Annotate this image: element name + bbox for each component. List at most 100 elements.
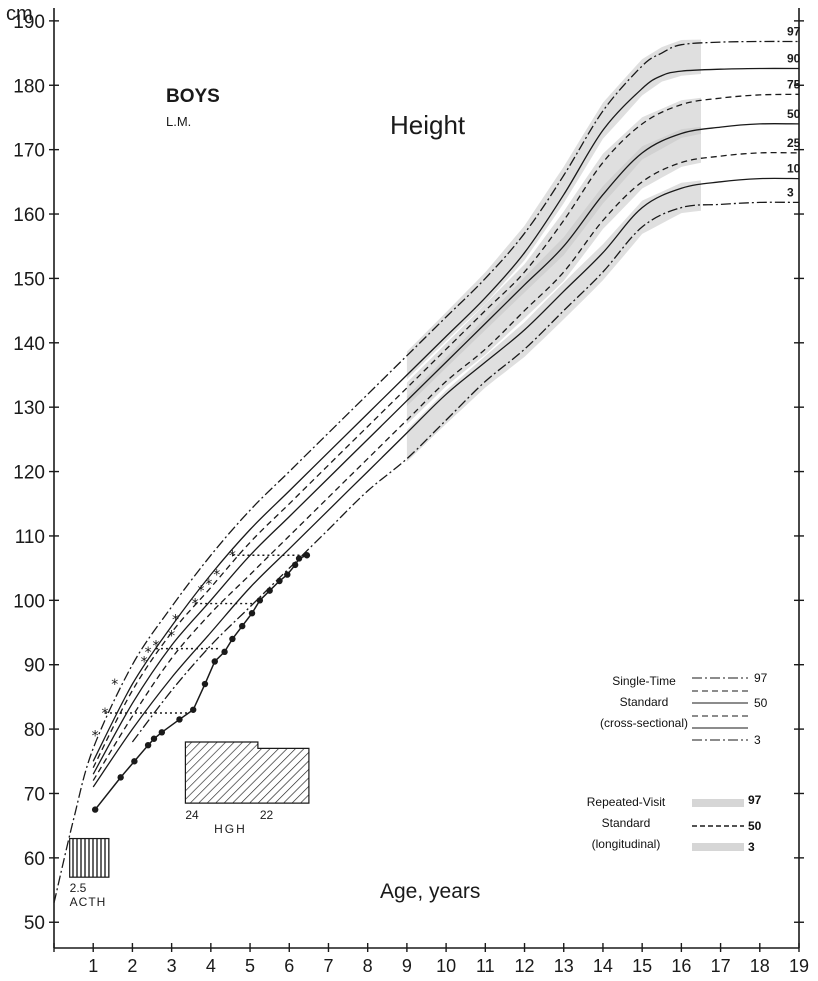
legend-repeated-label: 3 [748,840,755,854]
height-point [131,758,138,765]
height-point [189,706,197,713]
legend-repeated-label: 97 [748,793,762,807]
acth-block [69,837,110,878]
x-tick-label: 14 [593,956,613,976]
y-axis-unit: cm [6,3,33,25]
centile-label-90: 90 [787,52,801,66]
centile-curve-10 [92,177,800,788]
x-tick-label: 3 [167,956,177,976]
legend-repeated-title: Standard [602,816,651,830]
x-tick-label: 18 [750,956,770,976]
x-tick-label: 12 [515,956,535,976]
hgh-dose-start: 24 [185,808,199,822]
chart-subtitle: BOYS [166,86,220,107]
height-point [221,648,228,656]
y-tick-label: 90 [24,656,45,677]
y-tick-label: 110 [15,527,45,548]
centile-curve-97 [53,40,800,904]
x-tick-label: 1 [88,956,98,976]
y-tick-label: 60 [24,849,45,870]
centile-curve-25 [92,151,800,781]
height-point [211,658,218,665]
data-points: ***** ***** *** [91,548,311,813]
bone-age-point: * [192,597,199,613]
axes: 5060708090100110120130140150160170180190… [13,8,809,976]
bone-age-point: * [229,548,236,564]
bone-age-point: * [152,638,159,654]
acth-label: ACTH [70,895,107,909]
patient-label: L.M. [166,114,192,129]
legend-repeated-label: 50 [748,819,762,833]
bone-age-point: * [141,654,148,670]
x-tick-label: 19 [789,956,809,976]
x-tick-label: 10 [436,956,456,976]
legend-single-title: Standard [620,695,669,709]
x-tick-label: 7 [323,956,333,976]
y-tick-label: 70 [24,784,45,805]
bone-age-point: * [172,613,179,629]
height-point [284,571,291,578]
height-point [256,597,264,604]
height-point [276,577,283,585]
bone-age-point: * [111,677,118,693]
chart-title: Height [390,110,466,140]
hgh-dose-end: 22 [260,808,274,822]
bone-age-point: * [92,729,99,745]
height-point [248,610,256,617]
centile-label-25: 25 [787,136,801,150]
y-tick-label: 190 [13,12,45,33]
legend-repeated-title: Repeated-Visit [587,795,666,809]
legend-repeated-band [692,799,744,807]
centile-curves: 97 90 75 50 25 10 3 [53,24,801,904]
x-axis-label: Age, years [380,880,481,903]
x-tick-label: 13 [554,956,574,976]
centile-curve-3 [131,201,800,743]
height-point [176,716,183,723]
height-point [303,552,311,559]
y-tick-label: 80 [24,720,45,741]
height-point [295,555,303,562]
y-tick-label: 140 [13,334,45,355]
height-point [266,587,273,594]
x-tick-label: 6 [284,956,294,976]
y-tick-label: 50 [24,913,45,934]
height-point [158,729,166,736]
legend-single-title: Single-Time [612,674,676,688]
y-tick-label: 160 [13,205,45,226]
x-tick-label: 5 [245,956,255,976]
height-point [91,806,99,813]
y-tick-label: 170 [13,141,45,162]
x-tick-label: 16 [671,956,691,976]
legend-single-label: 3 [754,733,761,747]
bone-age-point: * [168,629,175,645]
bone-age-point: * [198,584,205,600]
bone-age-point: * [101,706,108,722]
x-tick-label: 8 [363,956,373,976]
y-tick-label: 150 [13,269,45,290]
legend-single-title: (cross-sectional) [600,716,688,730]
height-point [229,635,236,643]
x-tick-label: 17 [711,956,731,976]
hgh-block [184,741,310,804]
bone-age-point: * [213,568,220,584]
x-tick-label: 15 [632,956,652,976]
y-tick-label: 120 [13,463,45,484]
x-tick-label: 4 [206,956,216,976]
hgh-label: HGH [214,822,247,836]
centile-band-3 [406,126,701,425]
legend-single-label: 50 [754,696,768,710]
height-point [117,774,124,781]
y-tick-label: 100 [13,591,45,612]
centile-curve-50 [92,123,800,775]
y-tick-label: 180 [13,76,45,97]
height-point [201,680,209,688]
legend-single-label: 97 [754,671,768,685]
height-point [291,561,299,569]
x-tick-label: 11 [476,956,495,976]
legend-repeated-title: (longitudinal) [592,837,661,851]
centile-curve-75 [92,93,800,768]
bone-age-links [104,554,307,714]
bone-age-point: * [205,577,212,593]
centile-label-75: 75 [787,77,801,91]
